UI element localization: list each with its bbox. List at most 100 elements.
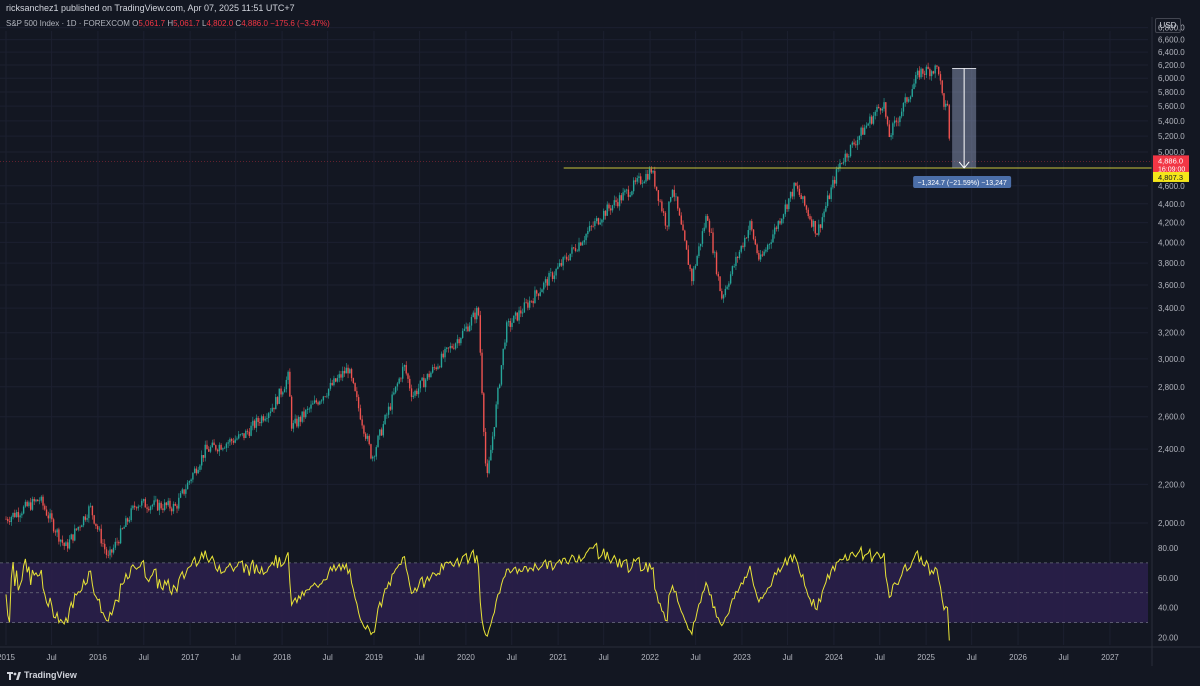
candle xyxy=(322,396,325,401)
candle xyxy=(308,408,310,410)
candle xyxy=(946,103,949,106)
candle xyxy=(241,433,243,435)
candle xyxy=(276,397,279,404)
candle xyxy=(934,65,936,74)
candle xyxy=(745,237,748,239)
candle xyxy=(668,201,670,227)
candle xyxy=(114,541,117,548)
candle xyxy=(789,191,792,199)
candle xyxy=(899,116,901,123)
candle xyxy=(313,400,316,404)
candle xyxy=(333,378,335,386)
candle xyxy=(467,326,469,332)
rsi-axis[interactable]: 80.00 60.00 40.00 20.00 xyxy=(1158,544,1179,643)
candle xyxy=(590,225,593,227)
candle xyxy=(613,200,615,206)
candle xyxy=(186,482,189,490)
candle xyxy=(583,240,586,243)
candle xyxy=(391,394,393,410)
time-tick-label: 2026 xyxy=(1009,653,1027,662)
candle xyxy=(260,416,263,424)
time-tick-label: Jul xyxy=(323,653,333,662)
time-tick-label: 2018 xyxy=(273,653,291,662)
candle xyxy=(470,317,473,326)
candle xyxy=(424,379,427,388)
candle xyxy=(317,402,319,405)
candle xyxy=(280,388,282,395)
candle xyxy=(761,254,764,256)
candle xyxy=(844,153,846,163)
time-axis[interactable]: 2015 Jul 2016 Jul 2017 Jul 2018 Jul 2019 Jul 2020 J… xyxy=(0,646,1200,662)
candle xyxy=(687,249,690,265)
candle xyxy=(208,449,210,452)
price-tick-label: 2,000.0 xyxy=(1158,519,1185,528)
candle xyxy=(502,348,504,366)
candle xyxy=(708,220,711,233)
candle xyxy=(574,248,577,251)
candle xyxy=(766,244,769,250)
candle xyxy=(472,312,474,318)
candle xyxy=(61,539,64,543)
price-tick-label: 5,000.0 xyxy=(1158,148,1185,157)
candle xyxy=(296,418,298,427)
candle xyxy=(109,549,111,556)
candle xyxy=(98,528,101,530)
candle xyxy=(923,73,926,75)
candle xyxy=(171,508,173,512)
candle xyxy=(125,518,127,527)
candle xyxy=(673,189,675,197)
ohlc-legend: S&P 500 Index · 1D · FOREXCOM O5,061.7 H… xyxy=(6,19,330,28)
candle xyxy=(678,208,681,216)
candle xyxy=(146,507,148,509)
candle xyxy=(407,373,409,379)
candle xyxy=(289,371,291,397)
candle xyxy=(51,513,53,520)
candle xyxy=(918,70,920,78)
tradingview-brand[interactable]: TradingView xyxy=(7,670,77,680)
candle xyxy=(119,528,122,544)
candle xyxy=(324,396,326,398)
support-badge xyxy=(1153,171,1189,182)
candle xyxy=(625,189,628,191)
candle xyxy=(202,455,205,458)
candle xyxy=(636,178,638,182)
candle xyxy=(405,365,407,374)
candle xyxy=(282,392,284,395)
candle xyxy=(943,93,945,107)
candle xyxy=(770,242,772,245)
candle xyxy=(564,256,566,258)
price-tick-label: 6,000.0 xyxy=(1158,74,1185,83)
close-value: 4,886.0 xyxy=(241,19,268,28)
candle xyxy=(301,411,303,422)
candle xyxy=(142,499,145,501)
candle xyxy=(31,498,34,510)
candle xyxy=(54,531,57,533)
time-tick-label: Jul xyxy=(1059,653,1069,662)
time-tick-label: 2023 xyxy=(733,653,751,662)
candle xyxy=(886,116,889,125)
candle xyxy=(699,243,702,247)
candle xyxy=(620,195,623,201)
candle xyxy=(239,434,242,435)
candle xyxy=(641,183,644,184)
measure-tool[interactable]: −1,324.7 (−21.59%) −13,247 xyxy=(913,67,1012,188)
candle xyxy=(74,528,76,541)
currency-button[interactable]: USD xyxy=(1155,18,1181,33)
candle xyxy=(169,500,171,509)
candle xyxy=(567,259,570,261)
candle xyxy=(698,246,700,257)
candle xyxy=(246,430,249,432)
symbol-name[interactable]: S&P 500 Index · 1D · FOREXCOM xyxy=(6,19,130,28)
time-tick-label: 2020 xyxy=(457,653,475,662)
price-tick-label: 3,200.0 xyxy=(1158,329,1185,338)
candle xyxy=(135,507,138,509)
candle xyxy=(306,408,309,410)
candle xyxy=(701,231,704,244)
candle xyxy=(81,525,83,528)
price-axis[interactable]: 6,800.0 6,600.0 6,400.0 6,200.0 6,000.0 5,800… xyxy=(1151,14,1185,666)
candle xyxy=(661,201,663,212)
candle xyxy=(601,219,603,223)
candle xyxy=(846,153,848,158)
candle xyxy=(902,102,905,112)
